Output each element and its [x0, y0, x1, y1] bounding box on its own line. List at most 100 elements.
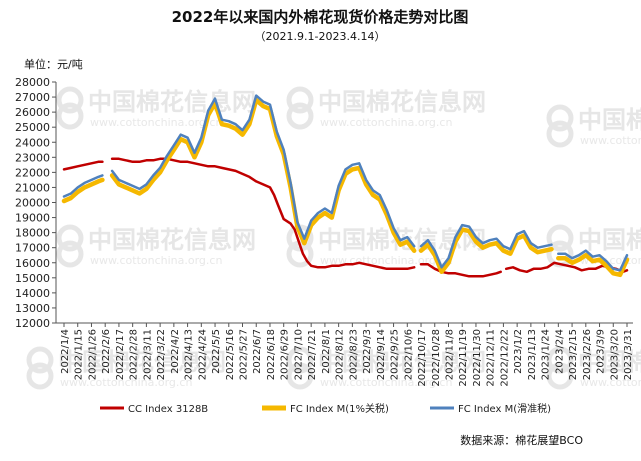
watermark-ring: [546, 104, 574, 132]
watermark-url: www.cottonchina.org.cn: [90, 254, 222, 267]
watermark-ring: [286, 346, 314, 374]
legend: CC Index 3128B FC Index M(1%关税) FC Index M…: [100, 402, 551, 415]
watermark-name: 中国棉花信息网: [88, 88, 256, 116]
x-tick-label: 2022/8/1: [321, 329, 332, 374]
x-tick-label: 2022/7/21: [307, 329, 318, 380]
x-tick-label: 2022/5/5: [211, 329, 222, 374]
watermark-ring: [286, 362, 314, 390]
watermark-url: www.cottonchina.org.cn: [580, 134, 641, 147]
x-tick-label: 2022/4/24: [197, 329, 208, 380]
watermark-ring: [286, 86, 314, 114]
watermark-name: 中国棉花信息网: [578, 226, 641, 254]
watermark-ring: [286, 102, 314, 130]
x-tick-label: 2022/12/11: [486, 329, 497, 387]
x-tick-label: 2022/11/30: [472, 329, 483, 387]
x-tick-label: 2022/2/28: [129, 329, 140, 380]
watermark-ring: [546, 362, 574, 390]
y-tick-label: 28000: [15, 76, 50, 89]
y-tick-label: 20000: [15, 197, 50, 210]
x-tick-label: 2023/2/26: [582, 329, 593, 380]
x-tick-label: 2023/3/31: [623, 329, 634, 380]
y-axis-ticks: 12000 13000 14000 15000 16000 17000 18000 19000…: [15, 76, 56, 330]
watermark-ring: [546, 224, 574, 252]
watermark-ring: [56, 224, 84, 252]
watermark-ring: [56, 102, 84, 130]
watermark-ring: [56, 240, 84, 268]
y-tick-label: 24000: [15, 136, 50, 149]
x-tick-label: 2022/8/23: [348, 329, 359, 380]
x-tick-label: 2022/7/10: [293, 329, 304, 380]
y-tick-label: 14000: [15, 287, 50, 300]
x-tick-label: 2023/3/9: [596, 329, 607, 374]
y-tick-label: 25000: [15, 121, 50, 134]
x-tick-label: 2022/2/6: [101, 329, 112, 374]
y-tick-label: 22000: [15, 166, 50, 179]
y-tick-label: 23000: [15, 151, 50, 164]
watermark-url: www.cottonchina.org.cn: [320, 376, 452, 389]
x-axis-ticks: 2022/1/4 2022/1/15 2022/1/26 2022/2/6 2022/2…: [60, 323, 634, 387]
watermark-ring: [546, 120, 574, 148]
series-layer: [61, 94, 630, 278]
watermark-url: www.cottonchina.org.cn: [320, 116, 452, 129]
y-tick-label: 26000: [15, 106, 50, 119]
x-tick-label: 2023/3/20: [609, 329, 620, 380]
x-tick-label: 2022/11/19: [458, 329, 469, 387]
x-tick-label: 2022/1/15: [74, 329, 85, 380]
x-tick-label: 2022/12/22: [499, 329, 510, 387]
watermark-url: www.cottonchina.org.cn: [580, 376, 641, 389]
x-tick-label: 2022/3/11: [142, 329, 153, 380]
x-tick-label: 2022/2/17: [115, 329, 126, 380]
x-tick-label: 2022/5/16: [225, 329, 236, 380]
watermark-name: 中国棉花信息网: [578, 348, 641, 376]
x-tick-label: 2023/1/24: [541, 329, 552, 380]
watermark-ring: [26, 362, 54, 390]
watermark-layer: 中国棉花信息网www.cottonchina.org.cn中国棉花信息网www.…: [26, 86, 641, 390]
y-tick-label: 27000: [15, 91, 50, 104]
legend-label: FC Index M(滑准税): [458, 402, 551, 415]
series-line-1: [62, 157, 629, 278]
x-tick-label: 2022/9/14: [376, 329, 387, 380]
y-tick-label: 16000: [15, 257, 50, 270]
y-tick-label: 12000: [15, 317, 50, 330]
chart-title: 2022年以来国内外棉花现货价格走势对比图: [172, 8, 469, 26]
y-tick-label: 15000: [15, 272, 50, 285]
x-tick-label: 2022/3/22: [156, 329, 167, 380]
series-line-3: [62, 94, 629, 272]
y-tick-label: 19000: [15, 212, 50, 225]
legend-label: FC Index M(1%关税): [290, 402, 389, 415]
x-tick-label: 2022/10/6: [403, 329, 414, 380]
watermark-name: 中国棉花信息网: [578, 106, 641, 134]
x-tick-label: 2023/1/2: [513, 329, 524, 374]
x-tick-label: 2022/4/2: [170, 329, 181, 374]
data-source-note: 数据来源：棉花展望BCO: [460, 433, 583, 447]
watermark-ring: [26, 346, 54, 374]
x-tick-label: 2022/6/7: [252, 329, 263, 374]
x-tick-label: 2022/8/12: [335, 329, 346, 380]
y-axis-unit-label: 单位：元/吨: [24, 57, 83, 71]
watermark-ring: [546, 346, 574, 374]
watermark-url: www.cottonchina.org.cn: [60, 376, 192, 389]
x-tick-label: 2022/9/3: [362, 329, 373, 374]
watermark-name: 中国棉花信息网: [88, 226, 256, 254]
y-tick-label: 18000: [15, 227, 50, 240]
watermark-ring: [56, 86, 84, 114]
chart-subtitle: （2021.9.1-2023.4.14）: [255, 30, 386, 43]
x-tick-label: 2023/2/15: [568, 329, 579, 380]
y-tick-label: 21000: [15, 181, 50, 194]
watermark-url: www.cottonchina.org.cn: [90, 116, 222, 129]
x-tick-label: 2022/6/29: [280, 329, 291, 380]
x-tick-label: 2022/9/25: [390, 329, 401, 380]
x-tick-label: 2022/11/8: [444, 329, 455, 380]
x-tick-label: 2023/2/4: [554, 329, 565, 374]
legend-label: CC Index 3128B: [128, 404, 208, 415]
x-tick-label: 2022/4/13: [184, 329, 195, 380]
